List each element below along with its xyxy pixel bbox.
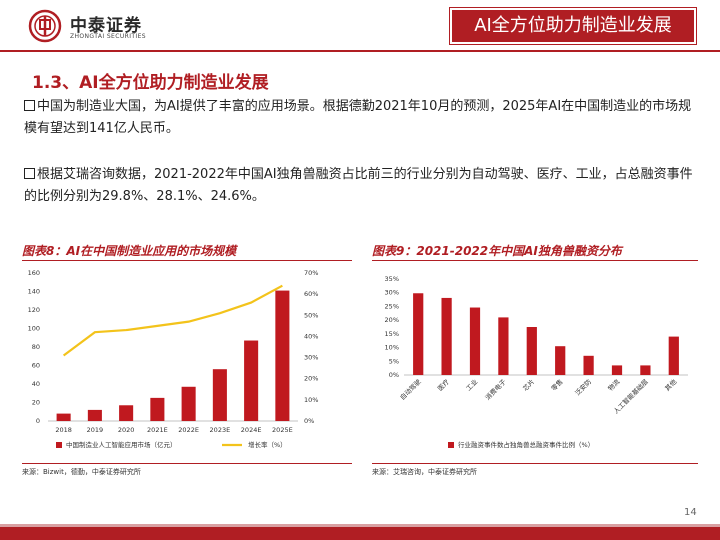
y-tick-label: 20: [32, 399, 40, 407]
checkbox-bullet-icon: [24, 100, 35, 111]
x-tick-label: 2018: [55, 426, 72, 434]
y2-tick-label: 20%: [304, 375, 318, 383]
y-tick-label: 35%: [385, 275, 399, 283]
x-tick-label: 医疗: [435, 377, 451, 393]
y-tick-label: 30%: [385, 289, 399, 297]
y2-tick-label: 40%: [304, 332, 318, 340]
unicorn-financing-chart: 0% 5% 10% 15% 20% 25% 30% 35% 自动驾驶 医疗 工业 消费电子 芯片 零售 泛安…: [385, 275, 688, 449]
company-logo: 中泰证券 ZHONGTAI SECURITIES: [28, 9, 168, 43]
legend-line-label: 增长率（%）: [248, 440, 287, 449]
paragraph-1-text: 中国为制造业大国，为AI提供了丰富的应用场景。根据德勤2021年10月的预测，2…: [24, 99, 692, 136]
bar: [244, 340, 259, 421]
legend-label: 行业融资事件数占独角兽总融资事件比例（%）: [458, 440, 594, 449]
bar: [413, 293, 424, 375]
y-tick-label: 0: [36, 417, 40, 425]
y-tick-label: 20%: [385, 316, 399, 324]
page-number: 14: [684, 507, 697, 518]
legend-bar-label: 中国制造业人工智能应用市场（亿元）: [66, 440, 177, 449]
y-tick-label: 160: [28, 269, 40, 277]
y-tick-label: 25%: [385, 302, 399, 310]
logo-mark-icon: [28, 9, 62, 43]
paragraph-2-text: 根据艾瑞咨询数据，2021-2022年中国AI独角兽融资占比前三的行业分别为自动…: [24, 167, 693, 204]
y-tick-label: 40: [32, 380, 40, 388]
bar: [87, 409, 102, 421]
x-tick-label: 自动驾驶: [398, 377, 423, 402]
header: 中泰证券 ZHONGTAI SECURITIES AI全方位助力制造业发展: [0, 0, 720, 52]
paragraph-2: 根据艾瑞咨询数据，2021-2022年中国AI独角兽融资占比前三的行业分别为自动…: [24, 164, 694, 208]
header-divider: [0, 50, 720, 52]
bar: [275, 290, 290, 421]
bar: [212, 369, 227, 421]
y-tick-label: 0%: [389, 371, 399, 379]
y2-tick-label: 50%: [304, 311, 318, 319]
bar: [583, 355, 594, 375]
y-tick-label: 100: [28, 325, 40, 333]
figure-8-divider: [22, 463, 352, 464]
figure-9-source: 来源：艾瑞咨询，中泰证券研究所: [372, 468, 477, 476]
market-size-chart: 0 20 40 60 80 100 120 140 160 0% 10% 20% 30% 40% 50% 60…: [28, 269, 319, 449]
bar: [441, 297, 452, 375]
y-tick-label: 120: [28, 306, 40, 314]
bar: [526, 327, 537, 375]
y2-tick-label: 10%: [304, 396, 318, 404]
x-tick-label: 2022E: [178, 426, 199, 434]
logo-text-en: ZHONGTAI SECURITIES: [70, 33, 147, 40]
bar: [56, 413, 71, 421]
x-tick-label: 2020: [118, 426, 135, 434]
x-tick-label: 工业: [464, 377, 480, 393]
x-tick-label: 物流: [606, 377, 622, 393]
bar: [469, 307, 481, 375]
figure-9-divider: [372, 463, 698, 464]
x-tick-label: 2025E: [272, 426, 293, 434]
y-tick-label: 80: [32, 343, 40, 351]
bar: [150, 397, 165, 421]
bar: [611, 365, 623, 375]
y-tick-label: 10%: [385, 344, 399, 352]
bar: [640, 365, 651, 375]
bar: [668, 336, 679, 375]
y2-tick-label: 60%: [304, 290, 318, 298]
logo-text-cn: 中泰证券: [70, 16, 142, 36]
footer-bar: [0, 524, 720, 540]
figure-8-source: 来源：Bizwit，德勤，中泰证券研究所: [22, 468, 141, 476]
bar: [498, 317, 509, 375]
bar: [555, 346, 566, 375]
x-tick-label: 其他: [663, 377, 679, 393]
x-tick-label: 零售: [549, 377, 565, 393]
x-tick-label: 消费电子: [483, 377, 508, 402]
bar: [119, 405, 134, 421]
figure-9-title: 图表9：2021-2022年中国AI独角兽融资分布: [372, 242, 698, 261]
x-tick-label: 2021E: [147, 426, 168, 434]
x-tick-label: 2019: [87, 426, 104, 434]
growth-rate-line: [62, 284, 283, 357]
x-tick-label: 2024E: [241, 426, 262, 434]
slide-title: AI全方位助力制造业发展: [449, 7, 697, 45]
y-tick-label: 60: [32, 362, 40, 370]
x-tick-label: 泛安防: [573, 377, 594, 398]
section-title: 1.3、AI全方位助力制造业发展: [32, 73, 269, 93]
x-tick-label: 2023E: [210, 426, 231, 434]
checkbox-bullet-icon: [24, 168, 35, 179]
y2-tick-label: 0%: [304, 417, 314, 425]
y-tick-label: 5%: [389, 357, 399, 365]
paragraph-1: 中国为制造业大国，为AI提供了丰富的应用场景。根据德勤2021年10月的预测，2…: [24, 96, 694, 140]
figure-8-title: 图表8：AI在中国制造业应用的市场规模: [22, 242, 352, 261]
y-tick-label: 140: [28, 288, 40, 296]
y-tick-label: 15%: [385, 330, 399, 338]
legend-bar-swatch: [56, 442, 62, 448]
x-tick-label: 芯片: [521, 377, 537, 393]
legend-swatch: [448, 442, 454, 448]
bar: [181, 386, 196, 421]
y2-tick-label: 70%: [304, 269, 318, 277]
y2-tick-label: 30%: [304, 354, 318, 362]
